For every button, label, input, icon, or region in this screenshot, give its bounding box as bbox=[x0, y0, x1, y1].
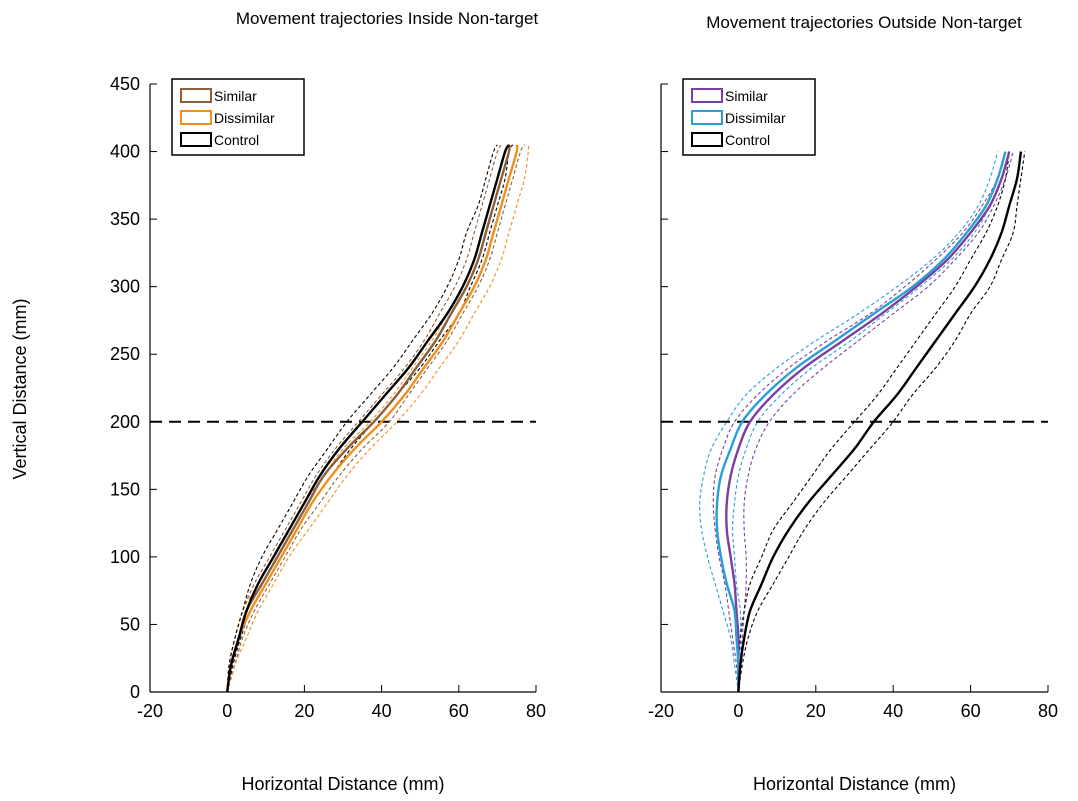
x-tick-label: 40 bbox=[883, 701, 903, 721]
series-similar-ci-upper bbox=[226, 144, 525, 693]
x-axis-label: Horizontal Distance (mm) bbox=[753, 774, 956, 794]
y-tick-label: 0 bbox=[130, 682, 140, 702]
series-control-ci-lower bbox=[737, 151, 1010, 693]
x-tick-label: -20 bbox=[648, 701, 674, 721]
y-tick-label: 250 bbox=[110, 344, 140, 364]
series-dissimilar-ci-upper bbox=[732, 151, 1010, 693]
x-tick-label: -20 bbox=[137, 701, 163, 721]
series-control-line bbox=[226, 144, 511, 693]
legend-swatch-control bbox=[180, 132, 212, 147]
legend-label-similar: Similar bbox=[725, 88, 768, 104]
series-dissimilar-ci-lower bbox=[226, 144, 510, 693]
x-tick-label: 60 bbox=[449, 701, 469, 721]
x-tick-label: 40 bbox=[372, 701, 392, 721]
y-tick-label: 150 bbox=[110, 479, 140, 499]
chart-title: Movement trajectories Inside Non-target bbox=[236, 9, 539, 28]
legend-label-control: Control bbox=[214, 132, 259, 148]
legend-label-dissimilar: Dissimilar bbox=[214, 110, 275, 126]
x-tick-label: 0 bbox=[222, 701, 232, 721]
x-axis-label: Horizontal Distance (mm) bbox=[241, 774, 444, 794]
series-dissimilar-ci-lower bbox=[699, 151, 999, 693]
series-similar-line bbox=[226, 144, 511, 693]
legend-label-similar: Similar bbox=[214, 88, 257, 104]
x-tick-label: 0 bbox=[733, 701, 743, 721]
x-tick-label: 80 bbox=[526, 701, 546, 721]
series-control-ci-lower bbox=[226, 144, 498, 693]
legend-swatch-control bbox=[691, 132, 723, 147]
y-tick-label: 200 bbox=[110, 412, 140, 432]
y-tick-label: 50 bbox=[120, 614, 140, 634]
legend-swatch-similar bbox=[691, 88, 723, 103]
series-control-ci-upper bbox=[226, 144, 514, 693]
legend-label-control: Control bbox=[725, 132, 770, 148]
panel-outside-non-target: Movement trajectories Outside Non-target… bbox=[648, 13, 1058, 794]
series-similar-ci-upper bbox=[737, 151, 1014, 693]
y-axis-label: Vertical Distance (mm) bbox=[10, 298, 30, 479]
x-tick-label: 20 bbox=[294, 701, 314, 721]
x-tick-label: 60 bbox=[961, 701, 981, 721]
legend-label-dissimilar: Dissimilar bbox=[725, 110, 786, 126]
y-tick-label: 300 bbox=[110, 277, 140, 297]
x-tick-label: 80 bbox=[1038, 701, 1058, 721]
y-tick-label: 350 bbox=[110, 209, 140, 229]
panel-inside-non-target: Movement trajectories Inside Non-target 0… bbox=[110, 9, 546, 794]
chart-title: Movement trajectories Outside Non-target bbox=[706, 13, 1022, 32]
y-tick-label: 100 bbox=[110, 547, 140, 567]
series-similar-ci-lower bbox=[226, 144, 502, 693]
series-dissimilar-ci-upper bbox=[226, 144, 530, 693]
series-dissimilar-line bbox=[715, 151, 1007, 693]
x-tick-label: 20 bbox=[806, 701, 826, 721]
series-control-line bbox=[737, 151, 1023, 693]
series-similar-line bbox=[725, 151, 1011, 693]
legend-swatch-dissimilar bbox=[691, 110, 723, 125]
y-tick-label: 450 bbox=[110, 74, 140, 94]
legend-swatch-dissimilar bbox=[180, 110, 212, 125]
legend-swatch-similar bbox=[180, 88, 212, 103]
series-control-ci-upper bbox=[737, 151, 1026, 693]
y-tick-label: 400 bbox=[110, 142, 140, 162]
series-dissimilar-line bbox=[226, 144, 519, 693]
